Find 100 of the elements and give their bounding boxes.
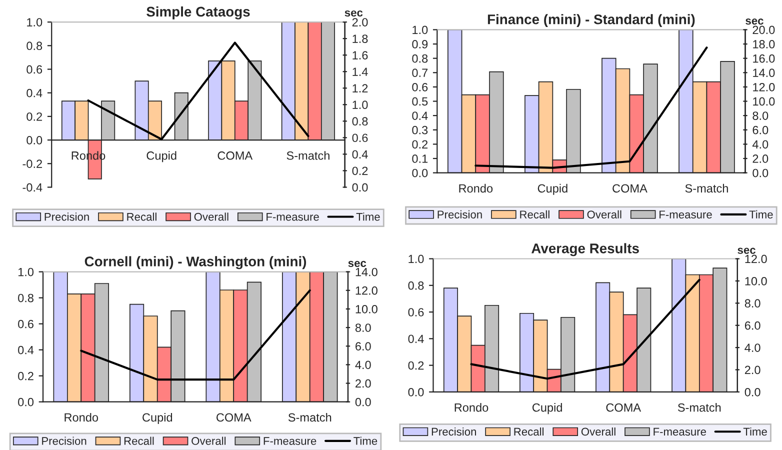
legend-label: Recall — [127, 212, 156, 221]
y2-tick-label: 6.0 — [752, 126, 768, 134]
y-tick-label: 0.0 — [408, 388, 424, 396]
y2-tick-label: 14.0 — [753, 68, 775, 78]
y-tick-label: 0.0 — [26, 136, 42, 144]
legend-label: Precision — [44, 212, 89, 221]
y2-tick-label: 14.0 — [356, 268, 378, 276]
y2-tick-label: 10.0 — [745, 276, 767, 286]
x-tick-label: S-match — [286, 151, 330, 160]
y-tick-label: 0.9 — [412, 40, 428, 48]
y2-tick-label: 1.0 — [352, 100, 368, 110]
x-tick-label: Cupid — [146, 151, 176, 162]
y2-tick-label: 18.0 — [753, 40, 775, 48]
x-tick-label: S-match — [288, 412, 332, 422]
y2-axis-title: sec — [738, 248, 756, 254]
legend-label: F-measure — [654, 428, 706, 436]
y2-tick-label: 0.0 — [752, 168, 768, 178]
y2-tick-label: 12.0 — [356, 286, 378, 295]
x-tick-label: COMA — [612, 184, 648, 193]
legend-label: Precision — [438, 210, 482, 218]
y-tick-label: -0.4 — [22, 183, 42, 192]
y2-tick-label: 12.0 — [745, 254, 767, 264]
line-series — [87, 42, 310, 140]
y-tick-label: 0.3 — [412, 126, 428, 134]
y-tick-label: 0.1 — [412, 154, 428, 163]
y-tick-label: 0.2 — [18, 372, 34, 380]
x-tick-label: Cupid — [532, 403, 562, 414]
y2-tick-label: 0.0 — [352, 183, 368, 192]
y-tick-label: 0.2 — [408, 361, 424, 370]
y2-tick-label: 0.8 — [352, 117, 368, 126]
x-tick-label: S-match — [685, 184, 728, 193]
y-tick-label: 0.6 — [26, 65, 42, 74]
y2-tick-label: 0.2 — [352, 166, 368, 176]
x-tick-label: Cupid — [538, 184, 568, 195]
y2-tick-label: 12.0 — [753, 82, 775, 92]
legend-label: Time — [354, 436, 378, 445]
x-tick-label: Rondo — [64, 412, 98, 422]
legend-label: Precision — [42, 436, 86, 445]
y-tick-label: 0.8 — [18, 294, 34, 302]
y2-tick-label: 0.0 — [744, 388, 760, 396]
y2-tick-label: 16.0 — [753, 54, 775, 63]
y2-tick-label: 1.4 — [352, 68, 368, 76]
y2-tick-label: 1.6 — [352, 51, 368, 60]
y-tick-label: 1.0 — [18, 268, 34, 276]
y2-axis-title: sec — [746, 18, 764, 25]
y-tick-label: 1.0 — [408, 254, 424, 264]
legend-label: Overall — [581, 427, 616, 436]
y2-tick-label: 4.0 — [744, 344, 760, 352]
y-tick-label: 0.5 — [412, 97, 428, 106]
chart-title: Cornell (mini) - Washington (mini) — [84, 256, 306, 270]
x-tick-label: COMA — [216, 413, 252, 422]
y-tick-label: 0.2 — [412, 140, 428, 149]
x-tick-label: Rondo — [454, 403, 488, 412]
legend-label: Overall — [587, 210, 622, 218]
x-tick-label: Rondo — [459, 184, 493, 193]
y2-tick-label: 10.0 — [753, 97, 775, 106]
chart-title: Simple Cataogs — [146, 6, 250, 20]
legend-label: Recall — [520, 210, 550, 218]
y2-tick-label: 4.0 — [752, 140, 768, 149]
y2-tick-label: 8.0 — [752, 112, 768, 120]
y2-tick-label: 4.0 — [355, 360, 371, 370]
y-tick-label: 0.6 — [408, 308, 424, 316]
legend-label: Overall — [192, 436, 226, 445]
y2-tick-label: 2.0 — [752, 154, 768, 163]
legend-label: Time — [743, 427, 767, 436]
y2-tick-label: 0.4 — [352, 150, 368, 159]
y2-tick-label: 6.0 — [744, 321, 760, 330]
legend-label: F-measure — [660, 210, 712, 218]
y-tick-label: 0.4 — [18, 346, 34, 354]
y-tick-label: 0.6 — [412, 82, 428, 92]
y2-tick-label: 0.0 — [355, 398, 371, 406]
y2-tick-label: 0.6 — [352, 134, 368, 142]
y-tick-label: 0.8 — [412, 54, 428, 63]
y2-tick-label: 10.0 — [356, 304, 378, 314]
y-tick-label: 1.0 — [27, 18, 42, 26]
y-tick-label: 0.7 — [412, 68, 428, 78]
chart-title: Average Results — [532, 243, 639, 256]
y-tick-label: 0.4 — [408, 334, 424, 344]
y-tick-label: 0.8 — [26, 42, 42, 50]
legend-label: Recall — [124, 436, 154, 445]
legend-label: Overall — [194, 212, 228, 221]
y2-axis-title: sec — [344, 10, 363, 17]
chart-title: Finance (mini) - Standard (mini) — [488, 14, 695, 28]
y-tick-label: 0.2 — [26, 112, 42, 121]
legend-label: Recall — [514, 427, 544, 436]
y2-tick-label: 2.0 — [356, 379, 371, 388]
legend-label: Time — [749, 210, 773, 218]
y2-tick-label: 2.0 — [352, 18, 368, 26]
y2-tick-label: 6.0 — [356, 342, 371, 351]
line-series — [474, 46, 708, 169]
x-tick-label: COMA — [218, 151, 253, 160]
y2-tick-label: 20.0 — [752, 26, 775, 34]
y2-tick-label: 2.0 — [744, 366, 760, 374]
y-tick-label: 0.6 — [18, 320, 34, 328]
y2-tick-label: 8.0 — [744, 299, 760, 308]
x-tick-label: COMA — [606, 403, 642, 412]
y-tick-label: 0.0 — [412, 168, 428, 178]
y-tick-label: 0.8 — [408, 281, 424, 290]
y-tick-label: 0.4 — [412, 112, 428, 120]
y2-axis-title: sec — [348, 260, 366, 268]
